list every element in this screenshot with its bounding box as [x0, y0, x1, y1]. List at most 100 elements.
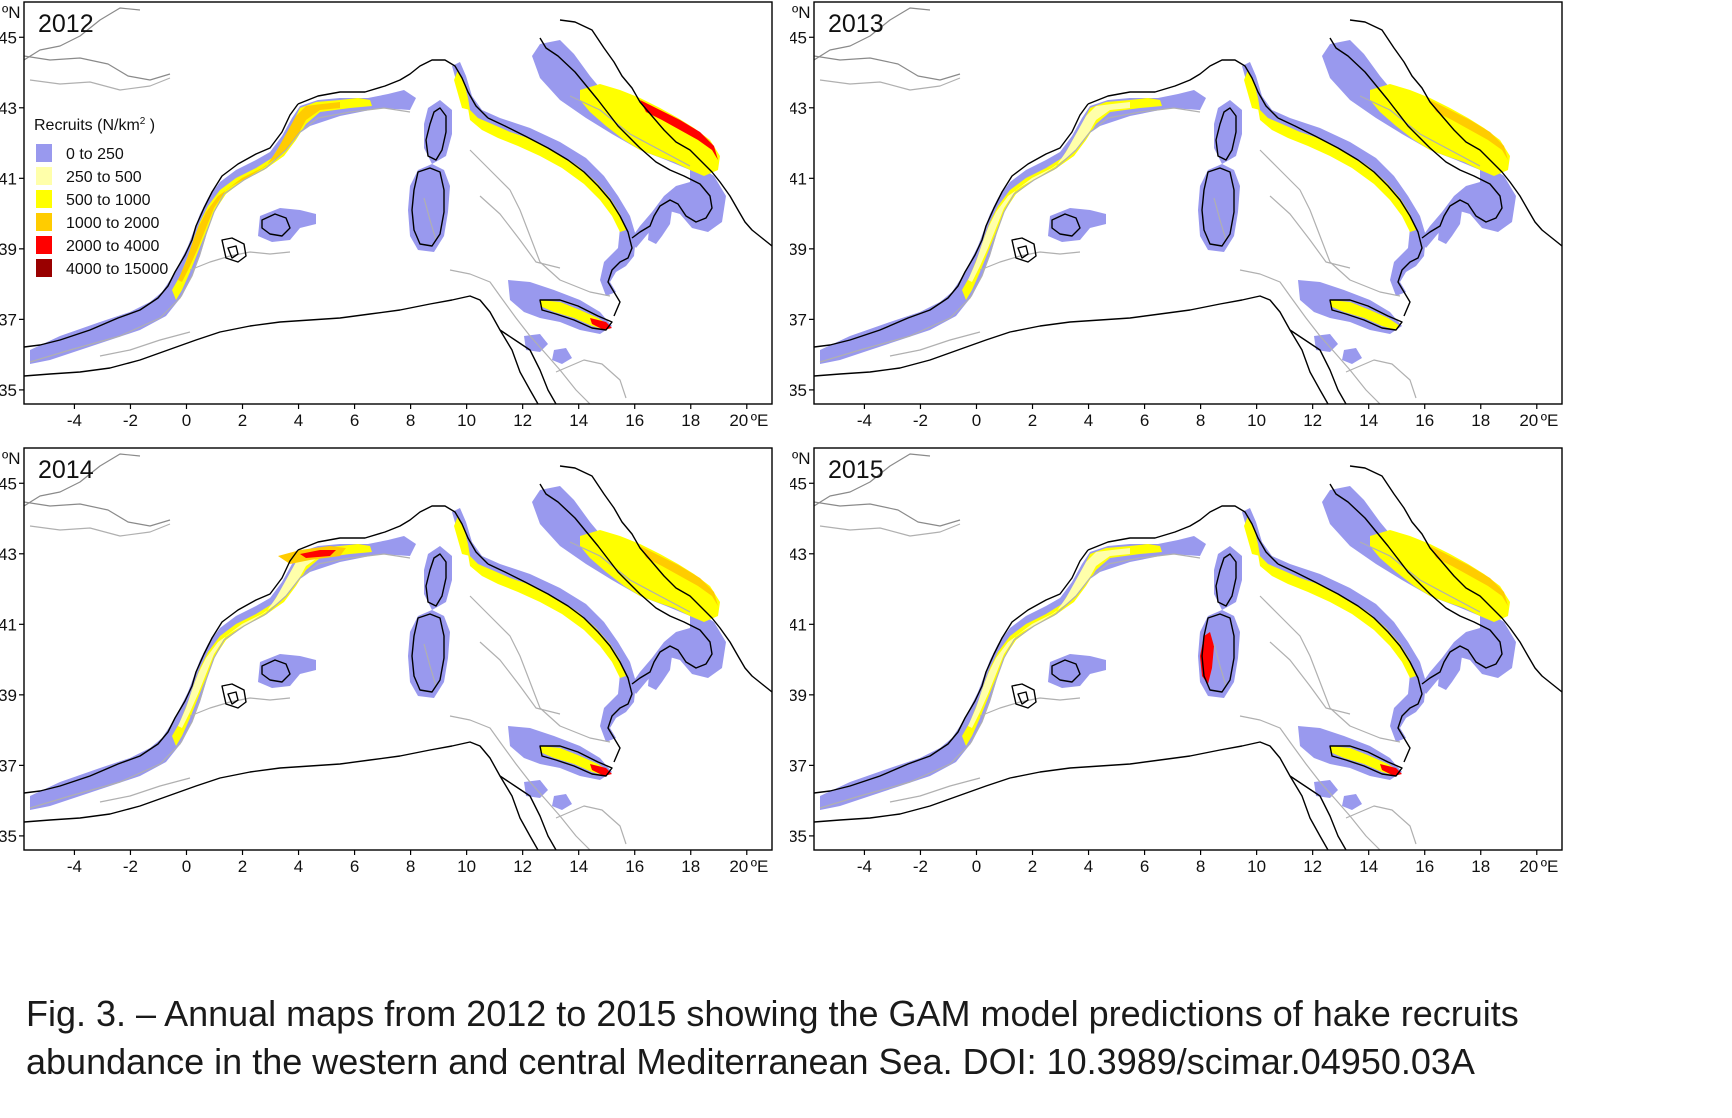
- lon-tick-label: 18: [1471, 857, 1490, 876]
- shelf-area-0-250: [820, 90, 1206, 364]
- isobath-line: [29, 523, 171, 537]
- shelf-area-0-250: [408, 164, 450, 252]
- shelf-area-0-250: [1342, 794, 1362, 810]
- shelf-area-0-250: [820, 536, 1206, 810]
- lat-tick-label: 43: [0, 545, 17, 564]
- coastline: [499, 329, 557, 404]
- legend-label: 500 to 1000: [66, 192, 151, 209]
- recruits-area-spain-core: [178, 548, 340, 728]
- year-label: 2014: [38, 456, 94, 484]
- isobath-line: [449, 715, 591, 850]
- isobath-line: [1213, 643, 1227, 687]
- recruits-area-adriatic: [580, 530, 720, 622]
- lon-tick-label: 8: [406, 411, 415, 430]
- lon-tick-label: 0: [182, 411, 191, 430]
- isobath-line: [479, 195, 561, 269]
- coastline: [814, 549, 1089, 794]
- lon-tick-label: 4: [294, 411, 303, 430]
- map-frame: [23, 447, 773, 851]
- land-boundary-line: [24, 501, 171, 527]
- lat-tick-label: 37: [790, 310, 807, 329]
- isobath-line: [569, 541, 691, 613]
- coastline: [1289, 329, 1347, 404]
- recruits-area-italy: [1258, 554, 1416, 678]
- isobath-line: [29, 107, 411, 363]
- island-outline: [1011, 237, 1037, 263]
- lon-tick-label: 16: [625, 857, 644, 876]
- lon-tick-label: 10: [457, 857, 476, 876]
- legend-label: 250 to 500: [66, 169, 142, 186]
- shelf-area-0-250: [1438, 652, 1462, 690]
- lon-tick-label: 2: [1028, 411, 1037, 430]
- isobath-line: [979, 251, 1081, 271]
- lon-tick-label: 18: [681, 411, 700, 430]
- isobath-line: [479, 641, 561, 715]
- coastline: [1289, 775, 1347, 850]
- island-outline: [221, 237, 247, 263]
- lon-tick-label: 6: [1140, 411, 1149, 430]
- isobath-line: [819, 523, 961, 537]
- island-outline: [1201, 613, 1235, 693]
- coastline: [24, 103, 299, 348]
- coastline: [1329, 483, 1503, 685]
- lon-tick-label: 12: [1303, 411, 1322, 430]
- lon-tick-label: 14: [569, 857, 588, 876]
- lon-tick-label: -2: [123, 411, 138, 430]
- recruits-area-ligurian: [454, 516, 470, 556]
- recruits-area-adriatic-core: [640, 100, 718, 160]
- coastline: [559, 19, 772, 247]
- coastline: [24, 741, 539, 850]
- year-label: 2015: [828, 456, 884, 484]
- lat-tick-label: 45: [790, 474, 807, 493]
- lon-tick-label: 20: [729, 411, 748, 430]
- recruits-area-sicily: [1330, 300, 1400, 330]
- map-frame: [813, 447, 1563, 851]
- lon-tick-label: 2: [1028, 857, 1037, 876]
- shelf-area-0-250: [452, 508, 636, 742]
- island-outline: [1017, 691, 1029, 705]
- coastline: [297, 59, 489, 119]
- shelf-area-0-250: [424, 546, 452, 610]
- recruits-area-spain-core: [968, 102, 1130, 282]
- coastline: [814, 103, 1089, 348]
- shelf-area-0-250: [1214, 100, 1242, 164]
- recruits-area-spain: [172, 98, 372, 300]
- map-svg-2015: 2015 ºN 45 43 41 39 37 35 -4 -2 0 2 4 6 8 10 12 14 16 18 20 º…: [790, 447, 1563, 876]
- lon-tick-label: 8: [1196, 411, 1205, 430]
- coastline: [1349, 465, 1562, 693]
- isobath-line: [99, 777, 191, 803]
- lat-tick-label: 43: [790, 99, 807, 118]
- isobath-line: [99, 331, 191, 357]
- recruits-area-adriatic: [1370, 84, 1510, 176]
- recruits-area-spain: [172, 544, 372, 746]
- shelf-area-0-250: [258, 654, 316, 688]
- lat-tick-label: 39: [0, 686, 17, 705]
- lon-tick-label: 18: [681, 857, 700, 876]
- lat-tick-label: 43: [790, 545, 807, 564]
- island-outline: [539, 745, 613, 777]
- recruits-area-adriatic-core: [640, 546, 718, 606]
- recruits-area-adriatic-core: [1430, 100, 1508, 160]
- isobath-line: [1239, 715, 1381, 850]
- legend-label: 2000 to 4000: [66, 238, 160, 255]
- lon-tick-label: 6: [1140, 857, 1149, 876]
- lon-tick-label: 6: [350, 857, 359, 876]
- lon-tick-label: 4: [294, 857, 303, 876]
- lon-tick-label: 14: [569, 411, 588, 430]
- lat-tick-label: 43: [0, 99, 17, 118]
- isobath-line: [1345, 805, 1417, 845]
- lon-tick-label: 8: [406, 857, 415, 876]
- isobath-line: [1359, 541, 1481, 613]
- lon-tick-label: 2: [238, 857, 247, 876]
- isobath-line: [189, 697, 291, 717]
- lat-tick-label: 41: [0, 169, 17, 188]
- island-outline: [539, 299, 613, 331]
- lon-tick-label: -4: [857, 411, 872, 430]
- lon-tick-label: 16: [1415, 411, 1434, 430]
- recruits-area-ligurian: [1244, 70, 1260, 110]
- map-content: [814, 453, 1562, 850]
- island-outline: [1051, 213, 1081, 237]
- coastline: [1277, 117, 1423, 317]
- legend-swatch: [36, 213, 52, 231]
- island-outline: [1215, 107, 1237, 161]
